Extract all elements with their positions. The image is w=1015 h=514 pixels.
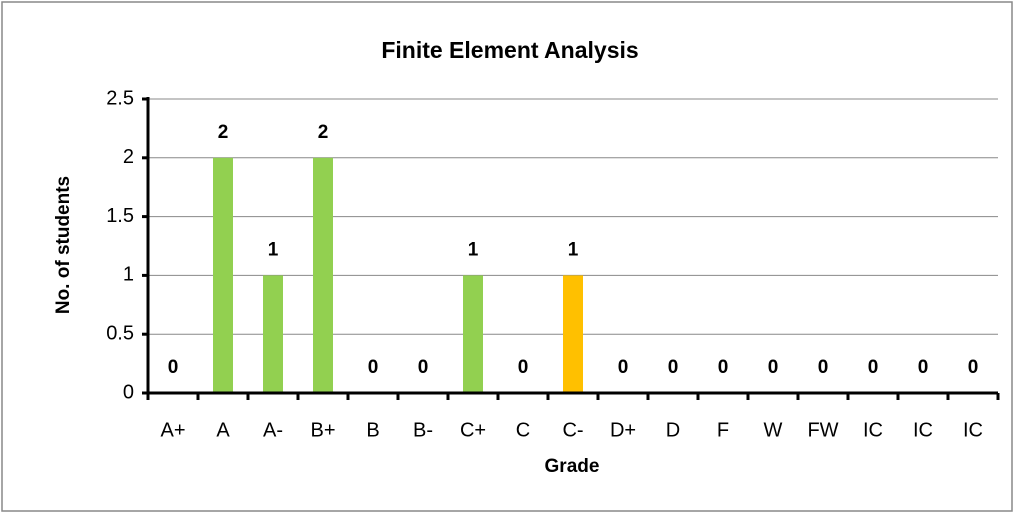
data-label: 0 [768, 357, 779, 378]
y-tick-label: 1.5 [106, 205, 134, 227]
x-tick-label: B- [413, 419, 433, 441]
data-label: 0 [368, 357, 379, 378]
x-tick-label: A- [263, 419, 283, 441]
y-tick-label: 0.5 [106, 322, 134, 344]
data-label: 2 [218, 122, 229, 143]
x-tick-label: W [764, 419, 783, 441]
x-tick-label: D [666, 419, 680, 441]
bar [563, 275, 583, 393]
x-tick-label: D+ [610, 419, 636, 441]
y-tick-label: 2.5 [106, 87, 134, 109]
x-tick-label: IC [913, 419, 933, 441]
bar [463, 275, 483, 393]
data-label: 1 [468, 239, 479, 260]
data-label: 0 [168, 357, 179, 378]
y-axis-label: No. of students [53, 176, 74, 314]
x-tick-label: C+ [460, 419, 486, 441]
y-tick-label: 2 [123, 146, 134, 168]
data-label: 1 [268, 239, 279, 260]
bar [313, 157, 333, 393]
x-tick-label: B+ [310, 419, 335, 441]
y-tick-label: 0 [123, 381, 134, 403]
x-tick-label: A [216, 419, 230, 441]
data-label: 0 [518, 357, 529, 378]
y-tick-label: 1 [123, 264, 134, 286]
data-label: 1 [568, 239, 579, 260]
bar [213, 157, 233, 393]
x-tick-label: A+ [160, 419, 185, 441]
x-axis-label: Grade [545, 456, 600, 477]
x-tick-label: C- [562, 419, 583, 441]
x-tick-label: C [516, 419, 530, 441]
data-label: 0 [918, 357, 929, 378]
data-label: 0 [868, 357, 879, 378]
data-label: 0 [968, 357, 979, 378]
data-label: 0 [668, 357, 679, 378]
data-label: 2 [318, 122, 329, 143]
x-tick-label: B [366, 419, 379, 441]
x-tick-label: IC [863, 419, 883, 441]
x-tick-label: IC [963, 419, 983, 441]
x-tick-label: FW [807, 419, 838, 441]
data-label: 0 [718, 357, 729, 378]
data-label: 0 [818, 357, 829, 378]
x-tick-label: F [717, 419, 729, 441]
chart-title: Finite Element Analysis [381, 37, 638, 63]
data-label: 0 [618, 357, 629, 378]
bar [263, 275, 283, 393]
data-label: 0 [418, 357, 429, 378]
